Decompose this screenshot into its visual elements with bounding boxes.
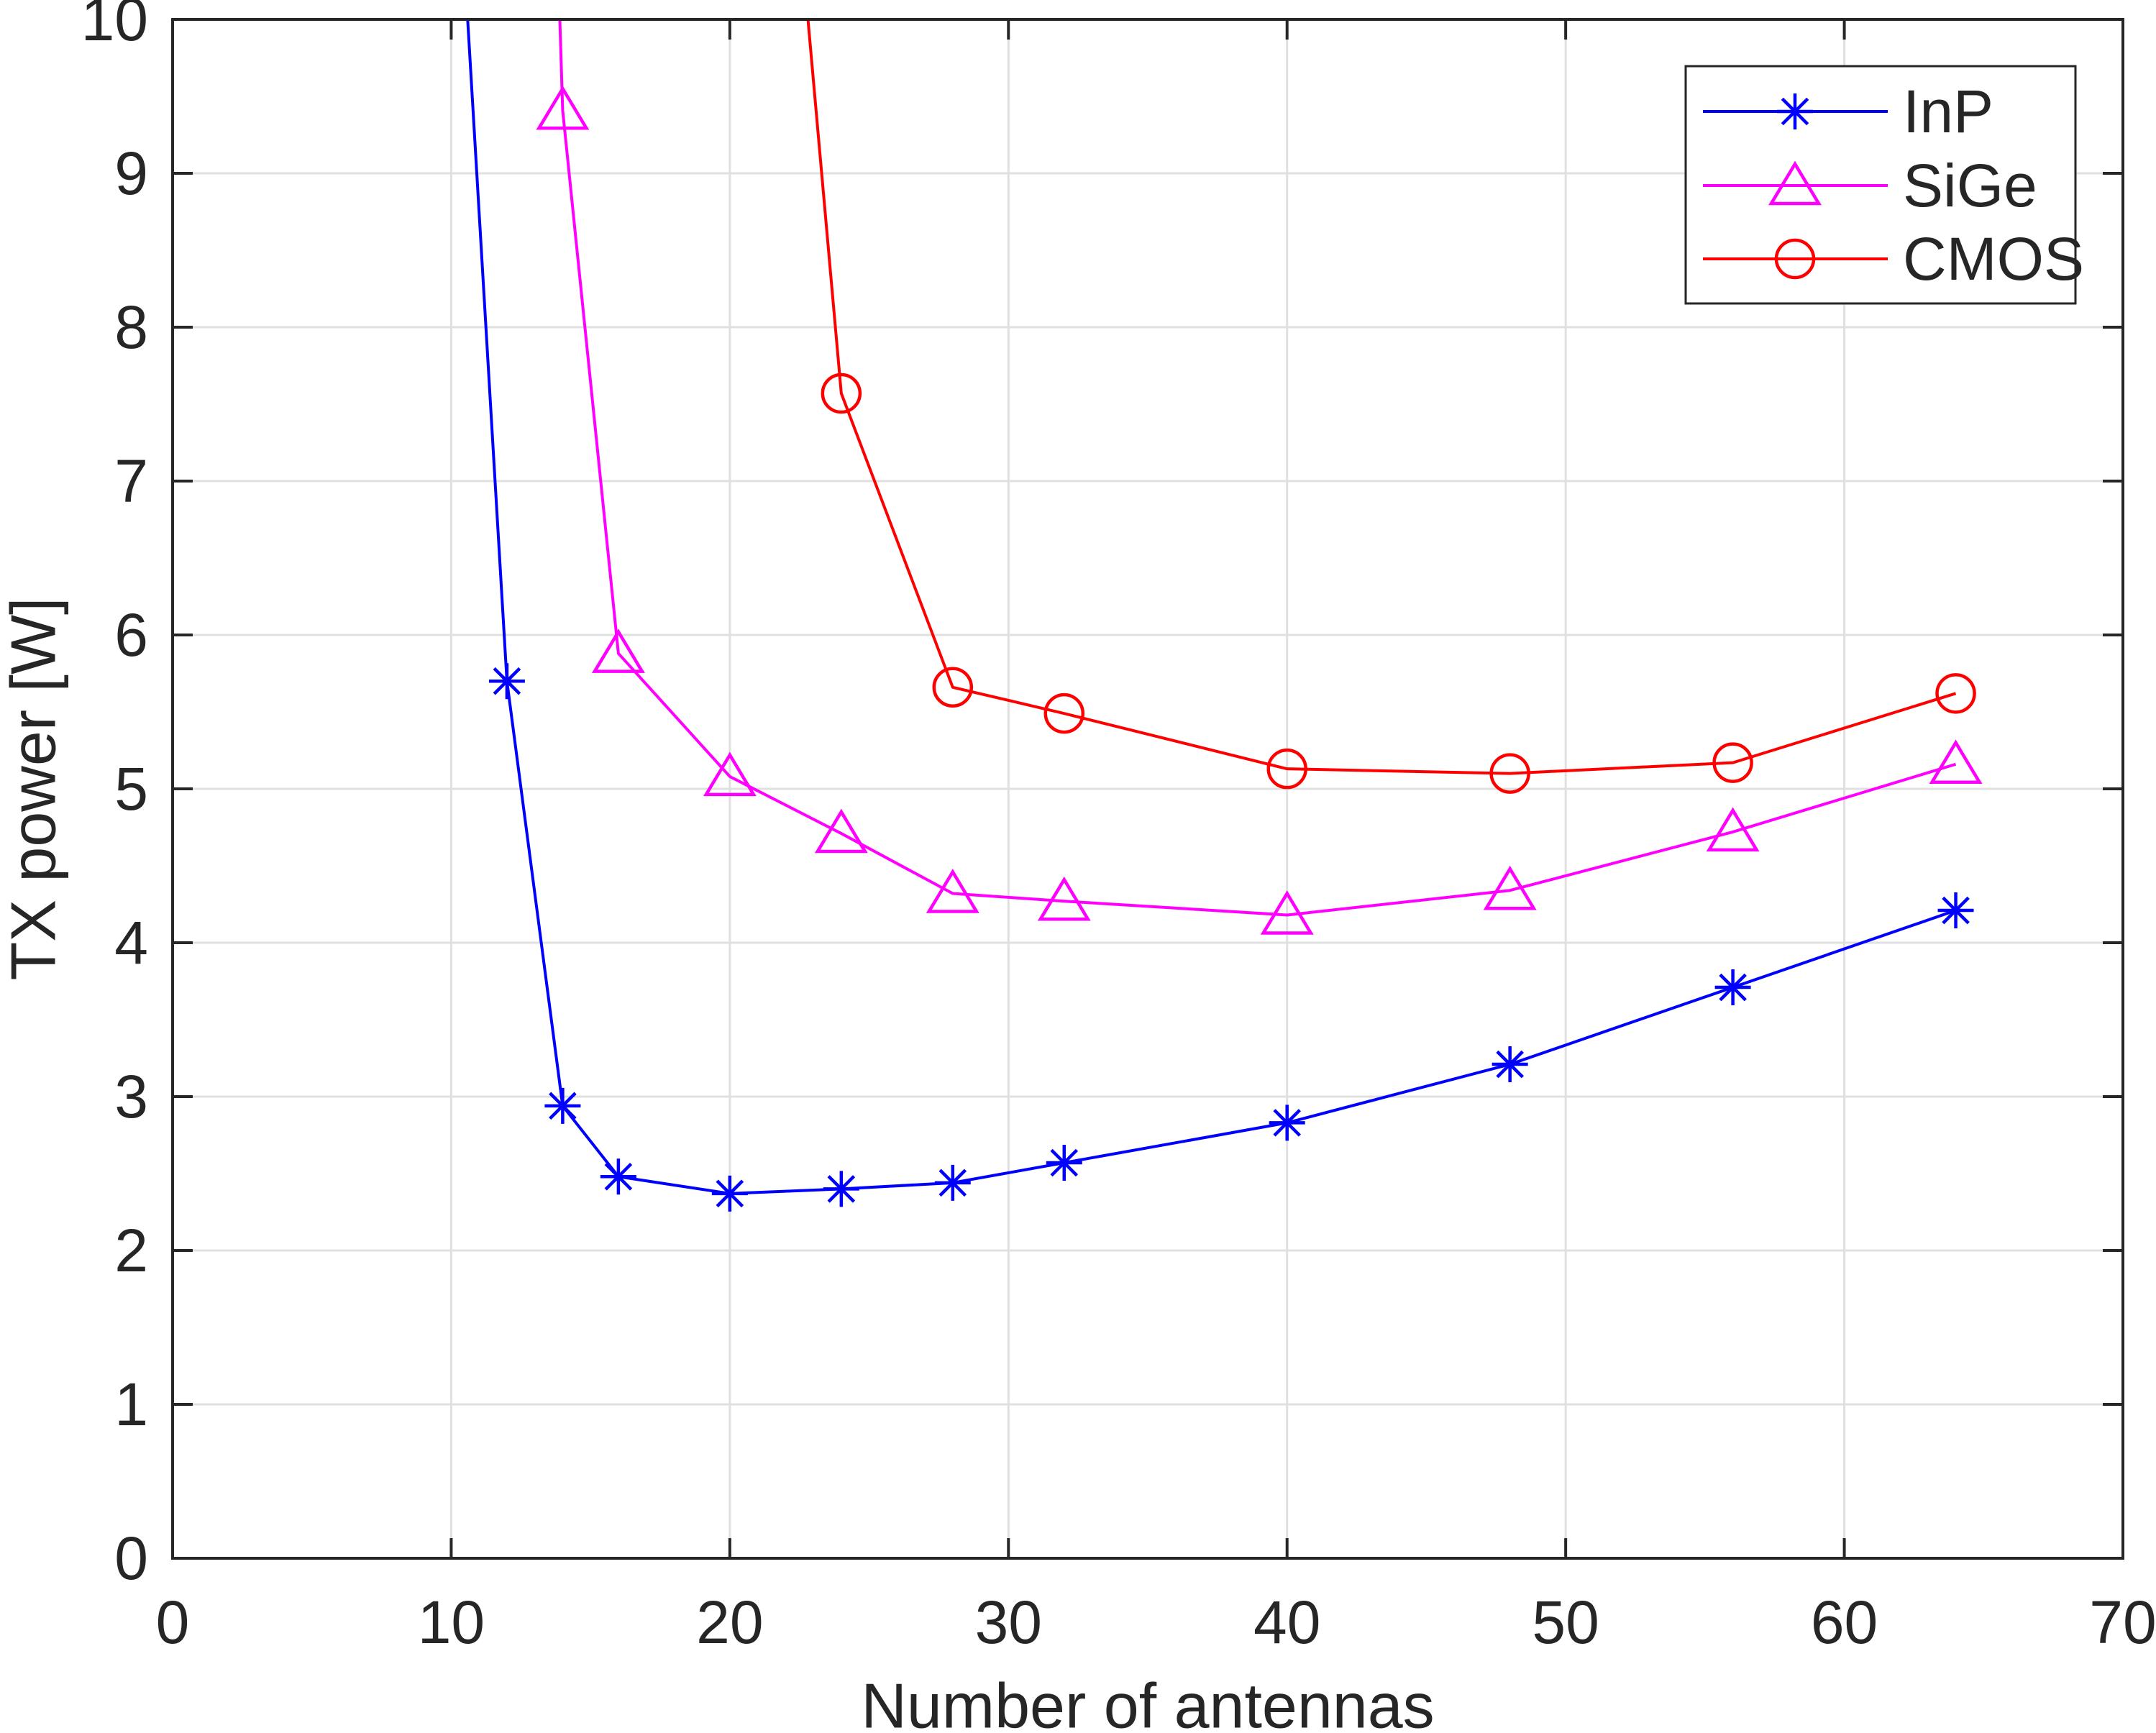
x-tick-label-50: 50 bbox=[1532, 1588, 1599, 1656]
y-tick-label-6: 6 bbox=[114, 601, 148, 669]
y-tick-label-2: 2 bbox=[114, 1217, 148, 1284]
marker-CMOS-x28 bbox=[932, 667, 974, 708]
legend-entry-SiGe: SiGe bbox=[1703, 152, 2037, 219]
legend-marker-InP bbox=[1777, 93, 1813, 129]
marker-SiGe-x24 bbox=[814, 808, 868, 854]
marker-SiGe-x56 bbox=[1706, 807, 1760, 852]
series-InP-line bbox=[466, 19, 1957, 1195]
x-tick-label-60: 60 bbox=[1811, 1588, 1878, 1656]
y-tick-label-8: 8 bbox=[114, 293, 148, 361]
marker-InP-x14 bbox=[544, 1087, 581, 1124]
marker-CMOS-x48 bbox=[1489, 753, 1530, 794]
marker-InP-x40 bbox=[1269, 1105, 1305, 1141]
legend-marker-CMOS bbox=[1774, 238, 1816, 280]
y-tick-label-9: 9 bbox=[114, 140, 148, 207]
marker-SiGe-x64 bbox=[1929, 739, 1983, 785]
x-axis-label: Number of antennas bbox=[861, 1670, 1434, 1733]
marker-InP-x48 bbox=[1492, 1046, 1528, 1083]
marker-InP-x32 bbox=[1046, 1145, 1082, 1181]
marker-CMOS-x56 bbox=[1712, 742, 1753, 783]
marker-CMOS-x64 bbox=[1935, 673, 1976, 714]
series-CMOS-line bbox=[806, 19, 1957, 775]
legend-label-InP: InP bbox=[1903, 78, 1993, 145]
y-tick-label-10: 10 bbox=[81, 0, 148, 53]
marker-SiGe-x32 bbox=[1037, 876, 1091, 921]
marker-InP-x16 bbox=[600, 1158, 636, 1195]
marker-SiGe-x28 bbox=[926, 869, 979, 913]
legend-marker-SiGe bbox=[1768, 160, 1822, 206]
marker-InP-x12 bbox=[488, 663, 525, 700]
marker-InP-x24 bbox=[823, 1171, 859, 1207]
x-tick-label-20: 20 bbox=[696, 1588, 763, 1656]
x-tick-label-70: 70 bbox=[2089, 1588, 2156, 1656]
marker-SiGe-x40 bbox=[1260, 890, 1314, 935]
legend-entry-InP: InP bbox=[1703, 78, 1993, 145]
marker-SiGe-x48 bbox=[1483, 865, 1537, 910]
x-tick-label-40: 40 bbox=[1253, 1588, 1320, 1656]
x-tick-label-0: 0 bbox=[156, 1588, 190, 1656]
marker-CMOS-x32 bbox=[1043, 692, 1085, 734]
legend-entry-CMOS: CMOS bbox=[1703, 225, 2084, 293]
y-tick-label-1: 1 bbox=[114, 1371, 148, 1438]
x-tick-label-10: 10 bbox=[418, 1588, 485, 1656]
marker-CMOS-x40 bbox=[1266, 748, 1307, 790]
y-axis-label: TX power [W] bbox=[0, 598, 69, 981]
legend-label-CMOS: CMOS bbox=[1903, 225, 2084, 293]
marker-InP-x64 bbox=[1937, 892, 1974, 929]
marker-SiGe-x14 bbox=[536, 85, 590, 130]
x-tick-label-30: 30 bbox=[975, 1588, 1042, 1656]
marker-CMOS-x24 bbox=[821, 372, 862, 414]
marker-InP-x20 bbox=[711, 1175, 748, 1212]
series-SiGe-line bbox=[558, 19, 1957, 917]
y-tick-label-7: 7 bbox=[114, 447, 148, 515]
y-tick-label-3: 3 bbox=[114, 1063, 148, 1130]
marker-InP-x28 bbox=[934, 1164, 971, 1201]
y-tick-label-5: 5 bbox=[114, 755, 148, 823]
y-tick-label-0: 0 bbox=[114, 1524, 148, 1592]
marker-SiGe-x16 bbox=[591, 628, 645, 673]
legend-label-SiGe: SiGe bbox=[1903, 152, 2037, 219]
marker-SiGe-x20 bbox=[703, 751, 757, 797]
y-tick-label-4: 4 bbox=[114, 909, 148, 977]
marker-InP-x56 bbox=[1714, 969, 1751, 1006]
